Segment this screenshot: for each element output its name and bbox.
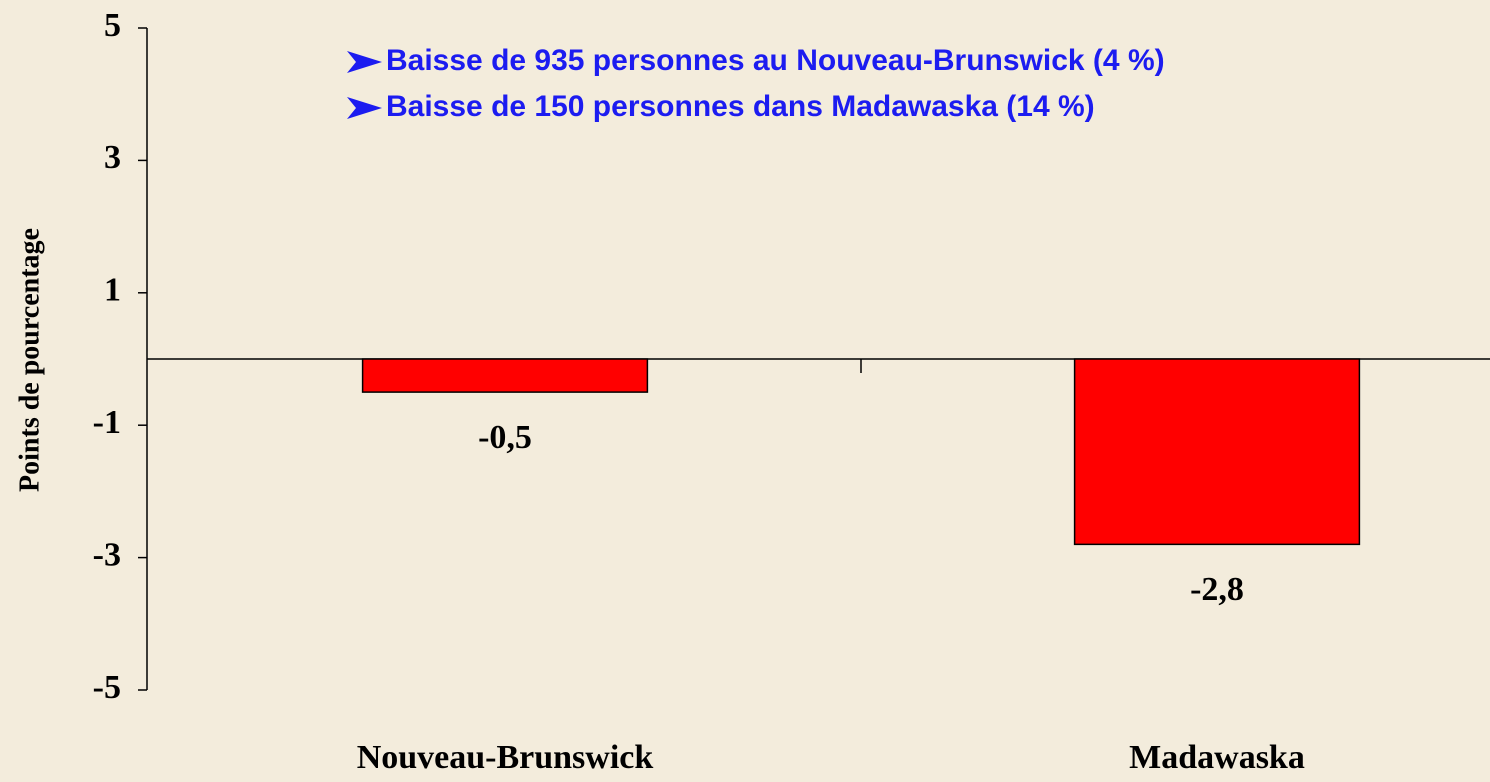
bullet-arrow [347, 97, 382, 119]
x-tick-label: Nouveau-Brunswick [357, 739, 654, 776]
y-tick-label: -1 [93, 404, 121, 441]
annotation: Baisse de 935 personnes au Nouveau-Bruns… [386, 44, 1165, 77]
y-tick-label: 1 [104, 272, 121, 309]
y-tick-label: 3 [104, 139, 121, 176]
y-tick-label: -3 [93, 536, 121, 573]
y-tick-label: 5 [104, 7, 121, 44]
y-axis-label: Points de pourcentage [14, 228, 45, 492]
annotation: Baisse de 150 personnes dans Madawaska (… [386, 90, 1095, 123]
x-tick-label: Madawaska [1129, 739, 1305, 776]
bar [1073, 358, 1361, 546]
y-tick-label: -5 [93, 669, 121, 706]
data-label: -2,8 [1190, 571, 1244, 608]
bar [361, 358, 649, 393]
bullet-arrow [347, 51, 382, 73]
data-label: -0,5 [478, 419, 532, 456]
